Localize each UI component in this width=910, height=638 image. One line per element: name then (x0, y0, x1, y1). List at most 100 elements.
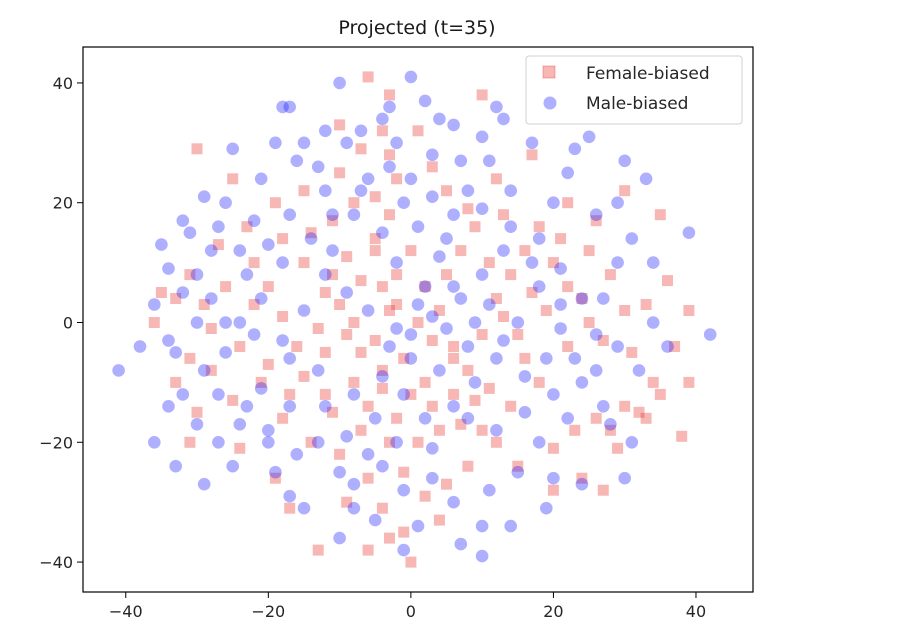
x-axis: −40 −20 0 20 40 (109, 592, 706, 621)
female-biased-point (683, 305, 695, 316)
male-biased-point (304, 232, 318, 245)
female-biased-point (483, 257, 495, 269)
male-biased-point (361, 172, 375, 186)
female-biased-point (262, 358, 274, 370)
male-biased-point (276, 334, 289, 347)
female-biased-point (341, 329, 353, 340)
female-biased-point (426, 400, 438, 412)
male-biased-point (162, 262, 175, 275)
female-biased-point (170, 376, 182, 388)
male-biased-point (532, 232, 546, 245)
male-biased-point (376, 370, 389, 383)
female-biased-point (376, 125, 388, 137)
female-biased-point (312, 323, 324, 334)
y-tick-label: 20 (53, 194, 73, 213)
male-biased-point (561, 166, 574, 180)
male-biased-point (468, 316, 482, 329)
male-biased-point (262, 238, 275, 251)
female-biased-point (319, 346, 331, 358)
y-tick-label: 40 (53, 74, 73, 93)
male-biased-point (283, 208, 297, 221)
male-biased-point (397, 543, 411, 557)
male-biased-point (447, 280, 460, 293)
male-biased-point (454, 537, 468, 551)
female-biased-point (398, 526, 410, 538)
male-biased-point (262, 436, 275, 449)
female-biased-point (198, 299, 210, 310)
male-biased-point (426, 442, 439, 455)
female-biased-point (647, 376, 659, 388)
male-biased-point (290, 448, 304, 461)
female-biased-point (391, 412, 403, 424)
male-biased-point (233, 316, 247, 329)
female-biased-point (476, 424, 488, 436)
male-biased-point (447, 400, 460, 413)
male-biased-point (554, 262, 567, 275)
male-biased-point (418, 94, 432, 108)
male-biased-point (326, 244, 339, 257)
male-biased-point (604, 418, 617, 431)
male-biased-point (525, 136, 539, 150)
male-biased-point (340, 286, 354, 299)
male-biased-point (197, 364, 211, 377)
female-biased-point (683, 376, 695, 388)
female-biased-point (448, 388, 460, 400)
female-biased-point (526, 149, 538, 161)
female-biased-point (448, 352, 460, 364)
male-biased-point (490, 424, 503, 437)
female-biased-point (334, 299, 346, 310)
female-biased-point (640, 299, 652, 310)
legend-female-marker (542, 65, 556, 79)
male-biased-point (461, 412, 475, 425)
female-biased-point (654, 209, 666, 221)
female-biased-point (569, 424, 581, 436)
male-biased-point (148, 298, 161, 311)
male-biased-point (575, 376, 589, 389)
male-biased-point (411, 519, 425, 533)
male-biased-point (475, 268, 489, 281)
male-biased-point (383, 340, 396, 353)
female-biased-point (433, 424, 445, 436)
female-biased-point (341, 496, 353, 508)
female-biased-point (369, 191, 381, 203)
male-biased-point (575, 292, 589, 305)
male-biased-point (475, 519, 489, 533)
female-biased-point (170, 293, 182, 304)
female-biased-point (433, 514, 445, 526)
female-biased-point (526, 287, 538, 298)
y-tick-label: −40 (39, 553, 73, 572)
female-biased-point (483, 382, 495, 394)
male-biased-point (197, 477, 211, 491)
female-biased-point (234, 442, 246, 454)
male-biased-point (176, 214, 190, 227)
male-biased-point (454, 154, 468, 168)
male-biased-point (625, 232, 639, 245)
female-biased-point (384, 436, 395, 448)
male-biased-point (340, 136, 354, 150)
male-biased-point (682, 226, 696, 239)
male-biased-point (190, 418, 204, 431)
male-biased-point (597, 400, 610, 413)
male-biased-point (433, 250, 446, 263)
male-biased-point (661, 340, 674, 353)
male-biased-point (219, 316, 232, 329)
male-biased-point (240, 400, 254, 413)
male-biased-point (283, 100, 297, 114)
male-biased-point (426, 190, 439, 203)
female-biased-point (184, 436, 196, 448)
x-tick-label: 40 (686, 602, 706, 621)
male-biased-point (475, 202, 489, 215)
female-biased-point (412, 125, 424, 137)
female-biased-point (498, 311, 509, 322)
male-biased-point (532, 436, 546, 449)
male-biased-point (497, 334, 510, 347)
male-biased-point (404, 352, 418, 365)
male-biased-point (440, 232, 453, 245)
female-biased-point (533, 376, 545, 388)
female-biased-point (291, 341, 303, 352)
female-biased-point (626, 346, 638, 358)
male-biased-point (561, 412, 574, 425)
male-biased-point (447, 208, 460, 221)
male-biased-point (511, 316, 525, 329)
female-biased-point (441, 185, 452, 197)
